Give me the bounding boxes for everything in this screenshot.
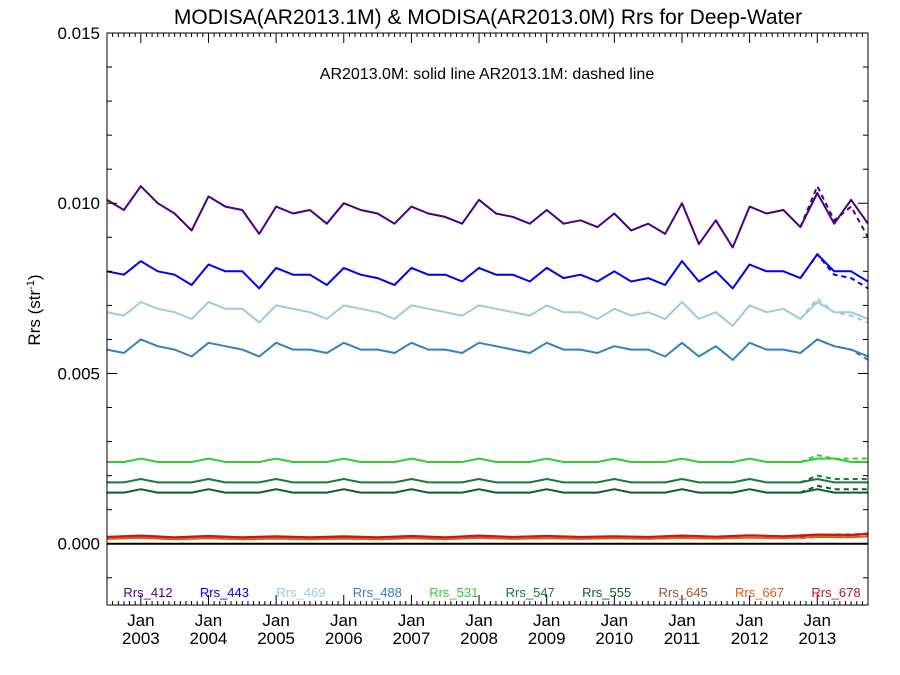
legend: Rrs_412 Rrs_443 Rrs_469 Rrs_488 Rrs_531 Rrs_5… <box>123 585 860 600</box>
legend-item: Rrs_412 <box>123 585 172 600</box>
series-dashed-line-rrs-412 <box>799 183 868 238</box>
chart-title: MODISA(AR2013.1M) & MODISA(AR2013.0M) Rr… <box>174 6 802 29</box>
series-line-rrs-678 <box>107 532 868 539</box>
x-tick-label-year: 2006 <box>325 629 363 648</box>
x-tick-label-year: 2011 <box>664 629 701 648</box>
legend-item: Rrs_488 <box>353 585 402 600</box>
y-axis-label: Rrs (str-1) <box>25 274 44 345</box>
y-axis-label-main: Rrs (str <box>25 290 44 346</box>
series-dashed-line-rrs-555 <box>800 484 868 494</box>
legend-item: Rrs_645 <box>659 585 708 600</box>
x-tick-label-month: Jan <box>736 611 763 630</box>
axes: 0.0000.0050.0100.015Jan2003Jan2004Jan200… <box>57 24 869 648</box>
legend-item: Rrs_469 <box>276 585 325 600</box>
x-tick-label-month: Jan <box>804 611 831 630</box>
y-axis-label-sup: -1 <box>25 280 37 290</box>
x-tick-label-year: 2007 <box>392 629 430 648</box>
series-dashed-line-rrs-469 <box>799 297 868 324</box>
series-line-rrs-443 <box>107 253 868 290</box>
y-tick-label: 0.010 <box>57 194 100 213</box>
legend-item: Rrs_531 <box>429 585 478 600</box>
x-tick-label-month: Jan <box>398 611 425 630</box>
series-line-rrs-488 <box>107 338 868 361</box>
x-tick-label-year: 2012 <box>731 629 769 648</box>
y-tick-label: 0.005 <box>57 364 100 383</box>
x-tick-label-year: 2004 <box>190 629 228 648</box>
x-tick-label-month: Jan <box>465 611 492 630</box>
x-tick-label-year: 2003 <box>122 629 160 648</box>
series-line-rrs-667 <box>107 535 868 541</box>
legend-item: Rrs_555 <box>582 585 631 600</box>
plot-area <box>107 183 868 545</box>
x-tick-label-year: 2013 <box>798 629 836 648</box>
series-group <box>107 183 868 545</box>
line-style-note: AR2013.0M: solid line AR2013.1M: dashed … <box>320 66 655 83</box>
x-tick-label-year: 2010 <box>595 629 633 648</box>
series-dashed-line-rrs-443 <box>799 252 868 290</box>
series-line-rrs-555 <box>107 488 868 494</box>
x-tick-label-year: 2005 <box>257 629 295 648</box>
x-tick-label-month: Jan <box>195 611 222 630</box>
series-line-rrs-412 <box>107 185 868 249</box>
legend-item: Rrs_443 <box>200 585 249 600</box>
x-tick-label-month: Jan <box>262 611 289 630</box>
series-line-rrs-531 <box>107 457 868 463</box>
series-dashed-line-rrs-488 <box>799 338 868 361</box>
x-tick-label-year: 2008 <box>460 629 498 648</box>
y-tick-label: 0.000 <box>57 535 100 554</box>
legend-item: Rrs_547 <box>506 585 555 600</box>
x-tick-label-month: Jan <box>601 611 628 630</box>
series-line-rrs-547 <box>107 478 868 484</box>
plot-frame <box>106 32 869 606</box>
x-tick-label-year: 2009 <box>528 629 566 648</box>
y-tick-label: 0.015 <box>57 24 100 43</box>
y-axis-label-end: ) <box>25 274 44 280</box>
legend-item: Rrs_678 <box>811 585 860 600</box>
legend-item: Rrs_667 <box>735 585 784 600</box>
series-dashed-line-rrs-547 <box>800 474 868 484</box>
x-tick-label-month: Jan <box>127 611 154 630</box>
x-tick-label-month: Jan <box>533 611 560 630</box>
series-line-rrs-469 <box>107 301 868 327</box>
series-dashed-line-rrs-531 <box>800 454 868 463</box>
x-tick-label-month: Jan <box>668 611 695 630</box>
x-tick-label-month: Jan <box>330 611 357 630</box>
